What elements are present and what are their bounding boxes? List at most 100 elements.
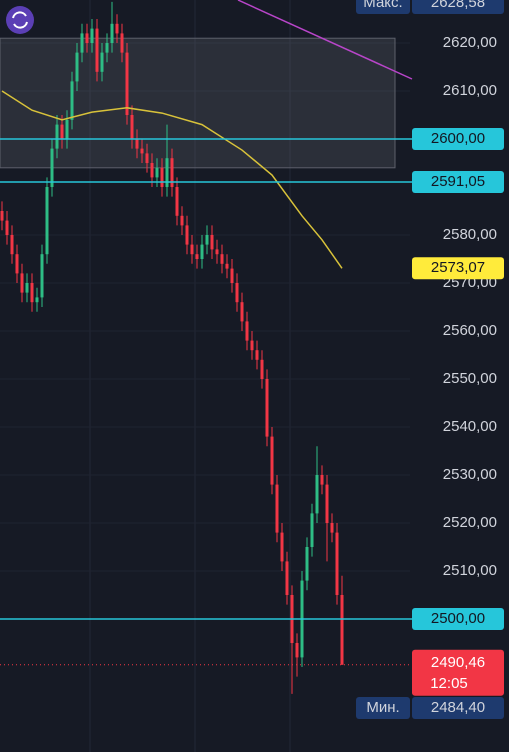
candle-body	[95, 28, 99, 72]
candle-body	[130, 115, 134, 140]
y-tick-label: 2560,00	[443, 322, 497, 339]
level-label-box	[412, 170, 504, 193]
price-zone	[0, 37, 396, 169]
y-tick-label: 2610,00	[443, 82, 497, 99]
candle-body	[80, 33, 84, 53]
candle-body	[100, 52, 104, 72]
candle-body	[210, 235, 214, 250]
candle-body	[175, 187, 179, 216]
candle-body	[270, 436, 274, 485]
refresh-glyph	[12, 11, 28, 29]
candle-body	[30, 283, 34, 303]
candle-body	[275, 484, 279, 533]
level-label: 2591,05	[431, 173, 485, 190]
layer	[0, 1, 410, 694]
candle-body	[310, 513, 314, 547]
min-value: 2484,40	[431, 699, 485, 716]
candle-body	[280, 532, 284, 562]
y-tick-label: 2550,00	[443, 370, 497, 387]
candle-body	[145, 153, 149, 164]
candle-body	[245, 321, 249, 341]
candle-body	[115, 23, 119, 34]
candle-body	[260, 359, 264, 379]
min-name-box	[356, 697, 410, 719]
candle-body	[335, 532, 339, 595]
candle-body	[55, 124, 59, 149]
candle-body	[15, 254, 19, 274]
candle-body	[205, 235, 209, 245]
candle-body	[45, 187, 49, 255]
candle-body	[315, 474, 319, 514]
candle-body	[170, 158, 174, 188]
candle-body	[50, 148, 54, 188]
last-price-box	[412, 649, 504, 696]
candle-body	[60, 124, 64, 140]
candle-body	[120, 33, 124, 53]
last-price-label: 2490,46	[431, 654, 485, 671]
candle-body	[215, 249, 219, 255]
max-name: Макс.	[363, 0, 402, 11]
candle-body	[325, 484, 329, 523]
candle-body	[110, 23, 114, 44]
ma-label: 2573,07	[431, 259, 485, 276]
candle-body	[0, 211, 4, 221]
min-name: Мин.	[366, 699, 399, 716]
candle-body	[10, 235, 14, 255]
candle-body	[190, 244, 194, 255]
y-tick-label: 2540,00	[443, 418, 497, 435]
candle-body	[135, 139, 139, 149]
candle-body	[305, 546, 309, 581]
candle-body	[200, 244, 204, 260]
level-label-box	[412, 607, 504, 630]
candle-body	[220, 254, 224, 264]
candle-body	[240, 302, 244, 322]
candle-body	[295, 642, 299, 658]
candle-body	[70, 81, 74, 120]
candle-body	[105, 43, 109, 53]
y-tick-label: 2580,00	[443, 226, 497, 243]
candle-body	[180, 215, 184, 226]
candle-body	[155, 167, 159, 178]
candle-body	[225, 263, 229, 269]
y-tick-label: 2530,00	[443, 466, 497, 483]
level-label-box	[412, 128, 504, 151]
candle-body	[165, 158, 169, 188]
candle-body	[265, 378, 269, 437]
candle-body	[340, 594, 344, 665]
candle-body	[85, 33, 89, 44]
candle-body	[250, 340, 254, 351]
candle-body	[125, 52, 129, 116]
layer: 2620,002610,002580,002570,002560,002550,…	[0, 0, 504, 719]
ma-label-box	[412, 257, 504, 280]
candle-body	[5, 220, 9, 236]
candle-body	[160, 167, 164, 188]
candle-body	[285, 561, 289, 595]
candle-body	[75, 52, 79, 82]
candle-body	[20, 273, 24, 293]
level-label: 2500,00	[431, 610, 485, 627]
candle-body	[195, 254, 199, 260]
candle-body	[35, 297, 39, 303]
candle-body	[40, 254, 44, 298]
level-label: 2600,00	[431, 130, 485, 147]
candle-body	[185, 225, 189, 245]
candle-body	[25, 283, 29, 293]
candle-body	[90, 28, 94, 44]
moving-average	[1, 90, 343, 269]
candle-body	[255, 350, 259, 360]
refresh-icon[interactable]	[6, 6, 34, 34]
max-value: 2628,58	[431, 0, 485, 11]
countdown: 12:05	[430, 675, 468, 692]
candle-body	[140, 148, 144, 154]
trend-line	[237, 0, 413, 80]
candle-body	[65, 119, 69, 140]
min-value-box	[412, 697, 504, 719]
candle-body	[320, 474, 324, 485]
candle-body	[330, 522, 334, 533]
y-tick-label: 2620,00	[443, 34, 497, 51]
candle-body	[230, 268, 234, 284]
candle-body	[150, 163, 154, 178]
candle-body	[235, 283, 239, 303]
max-value-box	[412, 0, 504, 14]
